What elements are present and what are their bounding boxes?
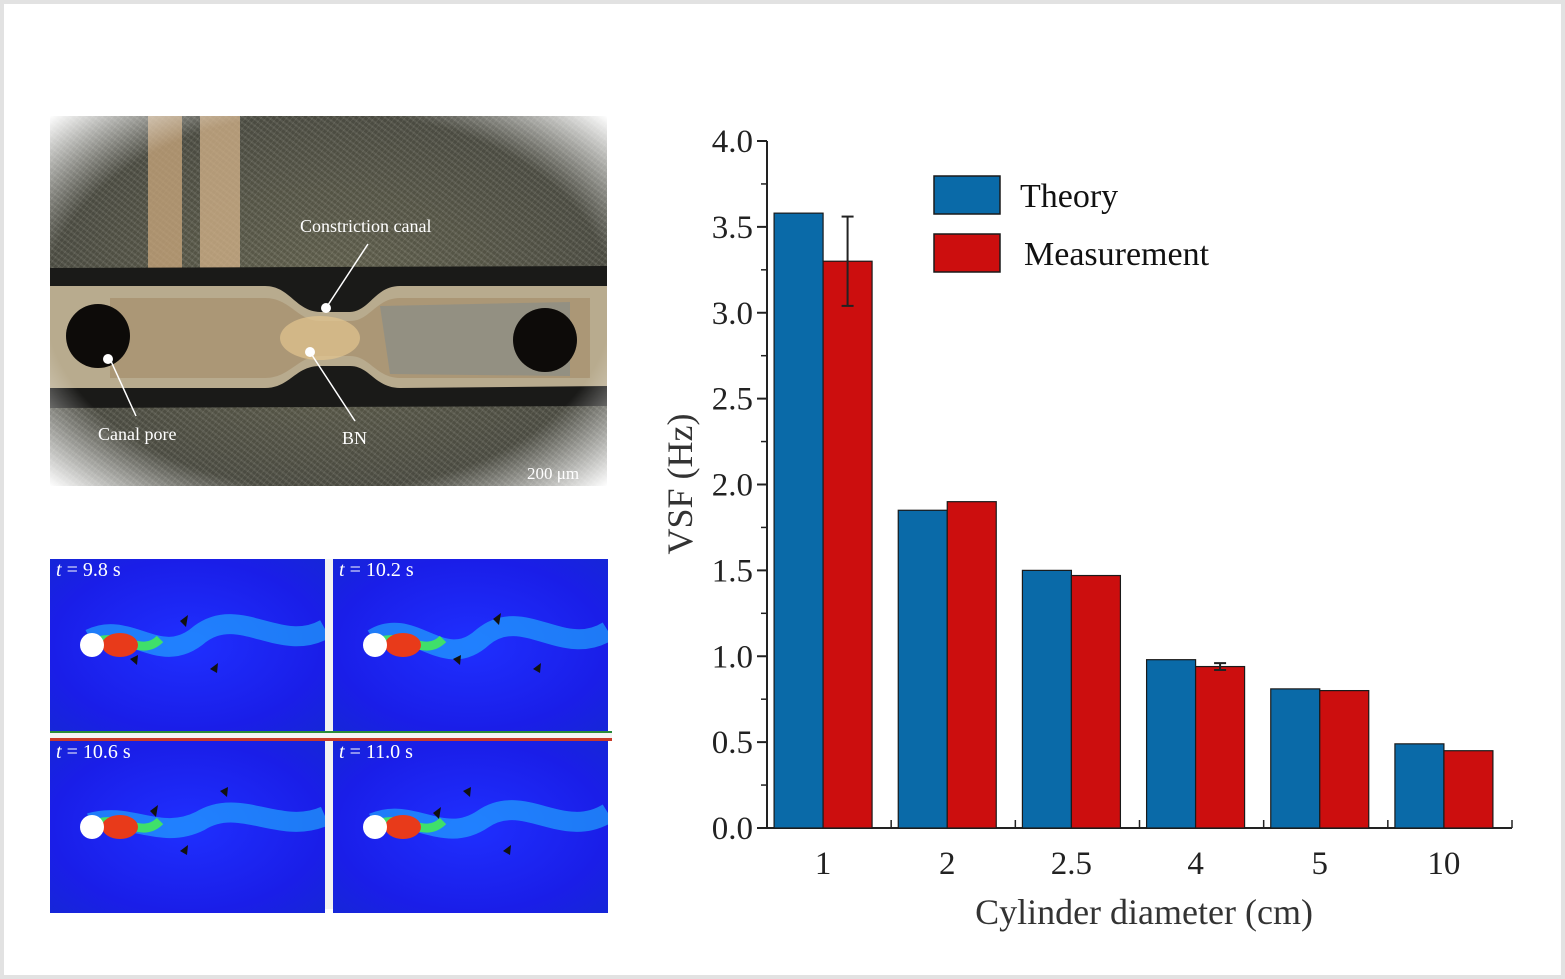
- time-label: t = 9.8 s: [56, 559, 121, 581]
- y-tick-label: 3.0: [712, 296, 753, 332]
- scale-bar-label: 200 μm: [527, 464, 580, 483]
- bar-theory-10: [1394, 743, 1445, 829]
- sim-frame-1: t = 9.8 s: [50, 559, 325, 731]
- micrograph-drawing: [50, 116, 607, 422]
- vortex-wake-drawing: [363, 787, 608, 855]
- y-tick-label: 4.0: [712, 124, 753, 160]
- x-tick-label: 10: [1427, 846, 1460, 882]
- bn-label: BN: [342, 428, 368, 448]
- vortex-wake-drawing: [80, 614, 325, 673]
- sim-frame-2: t = 10.2 s: [333, 559, 608, 731]
- legend-swatch-theory: [933, 175, 1001, 215]
- bar-theory-5: [1270, 688, 1321, 829]
- y-tick-label: 2.5: [712, 382, 753, 418]
- constriction-canal-label: Constriction canal: [300, 216, 432, 236]
- canal-pore-label: Canal pore: [98, 424, 177, 444]
- legend-swatch-measurement: [933, 233, 1001, 273]
- x-tick-label: 2: [939, 846, 956, 882]
- x-tick-label: 5: [1312, 846, 1329, 882]
- x-tick-label: 4: [1187, 846, 1204, 882]
- time-label: t = 10.6 s: [56, 741, 131, 763]
- bar-measurement-2.5: [1070, 574, 1122, 829]
- time-label: t = 10.2 s: [339, 559, 414, 581]
- micrograph-panel: Constriction canal Canal pore BN 200 μm: [50, 116, 607, 486]
- vortex-wake-drawing: [363, 613, 608, 673]
- y-tick-label: 1.5: [712, 553, 753, 589]
- y-tick-label: 3.5: [712, 210, 753, 246]
- legend-label-theory: Theory: [1020, 178, 1118, 215]
- panel-divider-horizontal: [50, 731, 612, 741]
- plot-area: 0.0 0.5 1.0 1.5 2.0 2.5 3.0 3.5 4.0 1 2 2.5 4 5 10 Theo…: [712, 124, 1513, 882]
- bar-theory-4: [1145, 659, 1197, 829]
- bar-theory-1: [773, 212, 824, 829]
- bar-measurement-10: [1443, 750, 1494, 829]
- y-tick-label: 2.0: [712, 468, 753, 504]
- x-axis-title: Cylinder diameter (cm): [975, 892, 1313, 932]
- y-axis-title: VSF (Hz): [660, 414, 700, 555]
- x-tick-label: 1: [815, 846, 832, 882]
- sim-frame-3: t = 10.6 s: [50, 741, 325, 913]
- bar-measurement-1: [822, 260, 873, 829]
- bar-theory-2: [897, 509, 948, 829]
- vortex-wake-drawing: [80, 787, 325, 855]
- y-tick-label: 0.5: [712, 725, 753, 761]
- bar-measurement-4: [1194, 665, 1246, 829]
- vsf-bar-chart: 0.0 0.5 1.0 1.5 2.0 2.5 3.0 3.5 4.0 1 2 2.5 4 5 10 Theo…: [660, 124, 1513, 932]
- bar-measurement-5: [1319, 689, 1370, 829]
- legend-label-measurement: Measurement: [1024, 236, 1210, 273]
- bar-measurement-2: [946, 501, 997, 829]
- y-tick-label: 0.0: [712, 811, 753, 847]
- simulation-panels: t = 9.8 s t = 10.2 s t = 10.6 s: [50, 559, 612, 913]
- x-tick-label: 2.5: [1051, 846, 1092, 882]
- time-label: t = 11.0 s: [339, 741, 413, 763]
- y-tick-label: 1.0: [712, 639, 753, 675]
- bar-theory-2.5: [1021, 569, 1073, 829]
- sim-frame-4: t = 11.0 s: [333, 741, 608, 913]
